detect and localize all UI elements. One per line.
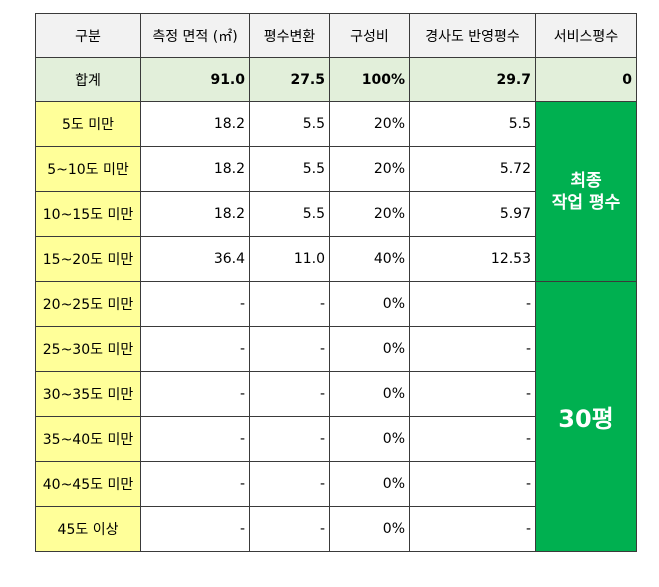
row-ratio: 0% bbox=[329, 506, 410, 552]
row-area: - bbox=[140, 371, 250, 417]
final-work-area-box: 최종 작업 평수 bbox=[535, 101, 637, 282]
row-adjusted: 5.5 bbox=[409, 101, 536, 147]
total-label: 합계 bbox=[35, 57, 141, 102]
table-row: 40~45도 미만 - - 0% - bbox=[35, 461, 637, 507]
row-ratio: 0% bbox=[329, 281, 410, 327]
row-label: 20~25도 미만 bbox=[35, 281, 141, 327]
table-row: 20~25도 미만 - - 0% - 30평 bbox=[35, 281, 637, 552]
row-pyeong: - bbox=[249, 416, 330, 462]
row-area: 18.2 bbox=[140, 101, 250, 147]
row-ratio: 0% bbox=[329, 416, 410, 462]
row-pyeong: - bbox=[249, 506, 330, 552]
row-area: - bbox=[140, 506, 250, 552]
row-ratio: 0% bbox=[329, 326, 410, 372]
table-row: 15~20도 미만 36.4 11.0 40% 12.53 bbox=[35, 236, 637, 282]
table-row: 10~15도 미만 18.2 5.5 20% 5.97 bbox=[35, 191, 637, 237]
header-adjusted: 경사도 반영평수 bbox=[409, 13, 536, 58]
row-pyeong: 11.0 bbox=[249, 236, 330, 282]
row-adjusted: 5.97 bbox=[409, 191, 536, 237]
row-label: 5도 미만 bbox=[35, 101, 141, 147]
row-area: 18.2 bbox=[140, 191, 250, 237]
row-adjusted: 12.53 bbox=[409, 236, 536, 282]
row-label: 5~10도 미만 bbox=[35, 146, 141, 192]
row-area: 36.4 bbox=[140, 236, 250, 282]
row-pyeong: - bbox=[249, 326, 330, 372]
row-label: 10~15도 미만 bbox=[35, 191, 141, 237]
row-label: 30~35도 미만 bbox=[35, 371, 141, 417]
total-pyeong: 27.5 bbox=[249, 57, 330, 102]
row-label: 40~45도 미만 bbox=[35, 461, 141, 507]
row-area: - bbox=[140, 461, 250, 507]
total-area: 91.0 bbox=[140, 57, 250, 102]
row-adjusted: - bbox=[409, 281, 536, 327]
row-pyeong: 5.5 bbox=[249, 101, 330, 147]
header-row: 구분 측정 면적 (㎡) 평수변환 구성비 경사도 반영평수 서비스평수 bbox=[35, 13, 637, 58]
row-adjusted: - bbox=[409, 371, 536, 417]
total-adjusted: 29.7 bbox=[409, 57, 536, 102]
row-ratio: 20% bbox=[329, 191, 410, 237]
row-adjusted: - bbox=[409, 416, 536, 462]
table-row: 5도 미만 18.2 5.5 20% 5.5 최종 작업 평수 bbox=[35, 101, 637, 282]
row-adjusted: 5.72 bbox=[409, 146, 536, 192]
row-label: 25~30도 미만 bbox=[35, 326, 141, 372]
header-category: 구분 bbox=[35, 13, 141, 58]
row-label: 35~40도 미만 bbox=[35, 416, 141, 462]
row-ratio: 40% bbox=[329, 236, 410, 282]
row-ratio: 0% bbox=[329, 461, 410, 507]
total-ratio: 100% bbox=[329, 57, 410, 102]
row-adjusted: - bbox=[409, 326, 536, 372]
header-ratio: 구성비 bbox=[329, 13, 410, 58]
row-pyeong: - bbox=[249, 461, 330, 507]
row-adjusted: - bbox=[409, 461, 536, 507]
row-label: 45도 이상 bbox=[35, 506, 141, 552]
row-pyeong: 5.5 bbox=[249, 146, 330, 192]
header-service: 서비스평수 bbox=[535, 13, 637, 58]
result-area-box: 30평 bbox=[535, 281, 637, 552]
header-pyeong: 평수변환 bbox=[249, 13, 330, 58]
row-pyeong: - bbox=[249, 281, 330, 327]
table-row: 25~30도 미만 - - 0% - bbox=[35, 326, 637, 372]
total-row: 합계 91.0 27.5 100% 29.7 0 bbox=[35, 57, 637, 102]
row-ratio: 0% bbox=[329, 371, 410, 417]
row-pyeong: - bbox=[249, 371, 330, 417]
total-service: 0 bbox=[535, 57, 637, 102]
table-row: 45도 이상 - - 0% - bbox=[35, 506, 637, 552]
final-box-line1: 최종 bbox=[570, 170, 602, 191]
slope-area-table: 구분 측정 면적 (㎡) 평수변환 구성비 경사도 반영평수 서비스평수 합계 … bbox=[35, 13, 637, 552]
row-area: - bbox=[140, 416, 250, 462]
row-label: 15~20도 미만 bbox=[35, 236, 141, 282]
row-pyeong: 5.5 bbox=[249, 191, 330, 237]
row-ratio: 20% bbox=[329, 101, 410, 147]
header-area: 측정 면적 (㎡) bbox=[140, 13, 250, 58]
row-area: - bbox=[140, 281, 250, 327]
row-area: - bbox=[140, 326, 250, 372]
table-row: 35~40도 미만 - - 0% - bbox=[35, 416, 637, 462]
row-area: 18.2 bbox=[140, 146, 250, 192]
row-ratio: 20% bbox=[329, 146, 410, 192]
row-adjusted: - bbox=[409, 506, 536, 552]
final-box-line2: 작업 평수 bbox=[551, 192, 621, 213]
table-row: 5~10도 미만 18.2 5.5 20% 5.72 bbox=[35, 146, 637, 192]
